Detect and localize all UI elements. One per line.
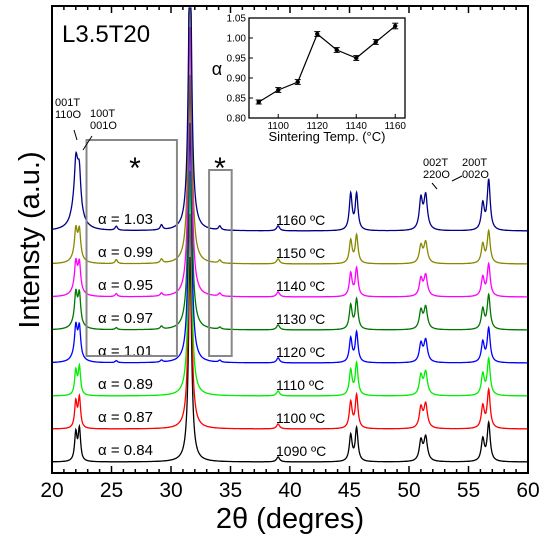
x-tick-label: 30: [159, 479, 182, 502]
x-tick-label: 20: [40, 479, 63, 502]
alpha-inset-plot: 1100 1120 1140 1160 0.80 0.85 0.90 0.95 1.00 1.05…: [212, 14, 407, 145]
impurity-star: *: [129, 152, 141, 185]
x-tick-label: 35: [219, 479, 242, 502]
xrd-series-line-1: [52, 213, 528, 430]
series-alpha-label: α = 0.99: [98, 244, 153, 261]
series-alpha-label: α = 1.03: [98, 211, 153, 228]
xrd-series-line-5: [52, 26, 528, 298]
series-temp-label: 1160 ºC: [276, 212, 325, 228]
xrd-series-line-3: [52, 122, 528, 364]
xrd-series-group: 1090 ºC α = 0.84 1100 ºC α = 0.87 1110 ºC α =…: [51, 7, 528, 463]
inset-frame: [248, 17, 406, 119]
xrd-plot: 1090 ºC α = 0.84 1100 ºC α = 0.87 1110 ºC α =…: [14, 5, 540, 535]
inset-x-tick-label: 1100: [267, 121, 289, 132]
inset-point: [373, 39, 378, 45]
series-temp-label: 1140 ºC: [276, 278, 325, 294]
inset-point: [256, 99, 261, 105]
xrd-series-line-6: [52, 7, 528, 265]
series-alpha-label: α = 1.01: [98, 343, 153, 360]
chart-title: L3.5T20: [62, 21, 150, 48]
xrd-series-line-4: [52, 74, 528, 331]
inset-point: [334, 47, 339, 53]
x-tick-label: 40: [278, 479, 301, 502]
inset-line: [258, 25, 396, 103]
x-tick-label: 25: [100, 479, 123, 502]
inset-y-tick-label: 0.90: [227, 74, 247, 85]
inset-point: [276, 87, 281, 93]
x-tick-label: 55: [457, 479, 480, 502]
inset-x-tick-label: 1140: [345, 121, 367, 132]
inset-point: [295, 79, 300, 85]
inset-y-tick-label: 0.80: [227, 114, 247, 125]
annotation-arrow: [82, 135, 93, 151]
peak-annotation-100T: 100T 001O: [90, 108, 117, 132]
series-alpha-label: α = 0.95: [98, 277, 153, 294]
series-alpha-label: α = 0.89: [98, 376, 153, 393]
peak-annotation-200T: 200T 002O: [462, 157, 489, 181]
annotation-arrow: [73, 129, 78, 141]
peak-annotation-001T: 001T 110O: [55, 97, 82, 121]
series-temp-label: 1100 ºC: [276, 410, 325, 426]
series-temp-label: 1120 ºC: [276, 344, 325, 360]
inset-point: [393, 23, 398, 29]
series-temp-label: 1150 ºC: [276, 245, 325, 261]
series-alpha-label: α = 0.84: [98, 442, 153, 459]
series-alpha-label: α = 0.97: [98, 310, 153, 327]
xrd-series-line-2: [52, 170, 528, 397]
impurity-star: *: [214, 152, 226, 185]
inset-y-tick-label: 0.95: [227, 54, 247, 65]
annotation-arrow: [431, 182, 438, 190]
inset-x-axis-label: Sintering Temp. (°C): [269, 129, 386, 144]
inset-y-axis-label: α: [212, 59, 222, 79]
x-tick-label: 45: [338, 479, 361, 502]
x-tick-label: 50: [397, 479, 420, 502]
series-alpha-label: α = 0.87: [98, 409, 153, 426]
annotation-arrow: [451, 175, 463, 182]
inset-y-tick-label: 1.00: [227, 34, 247, 45]
inset-y-tick-label: 0.85: [227, 94, 247, 105]
xrd-series-line-7: [51, 7, 528, 232]
inset-x-tick-label: 1160: [384, 121, 406, 132]
x-tick-label: 60: [516, 479, 539, 502]
impurity-box-left: [85, 139, 178, 357]
impurity-box-right: [208, 169, 233, 357]
xrd-series-line-0: [52, 256, 528, 463]
inset-x-tick-label: 1120: [306, 121, 328, 132]
x-axis-label: 2θ (degres): [216, 503, 364, 535]
series-temp-label: 1110 ºC: [276, 377, 324, 393]
inset-y-tick-label: 1.05: [227, 14, 247, 25]
y-axis-label: Intensty (a.u.): [14, 151, 46, 328]
series-temp-label: 1130 ºC: [276, 311, 325, 327]
peak-annotation-002T: 002T 220O: [423, 157, 450, 181]
series-temp-label: 1090 ºC: [276, 443, 326, 459]
inset-point: [354, 55, 359, 61]
inset-point: [315, 31, 320, 37]
